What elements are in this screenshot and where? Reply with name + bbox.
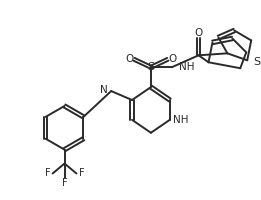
Text: O: O xyxy=(169,54,177,64)
Text: O: O xyxy=(125,54,133,64)
Text: F: F xyxy=(79,168,84,178)
Text: NH: NH xyxy=(179,62,194,72)
Text: S: S xyxy=(253,57,260,67)
Text: F: F xyxy=(62,178,67,188)
Text: F: F xyxy=(45,168,50,178)
Text: O: O xyxy=(194,28,203,38)
Text: S: S xyxy=(147,62,155,72)
Text: NH: NH xyxy=(173,115,188,125)
Text: N: N xyxy=(100,85,108,95)
